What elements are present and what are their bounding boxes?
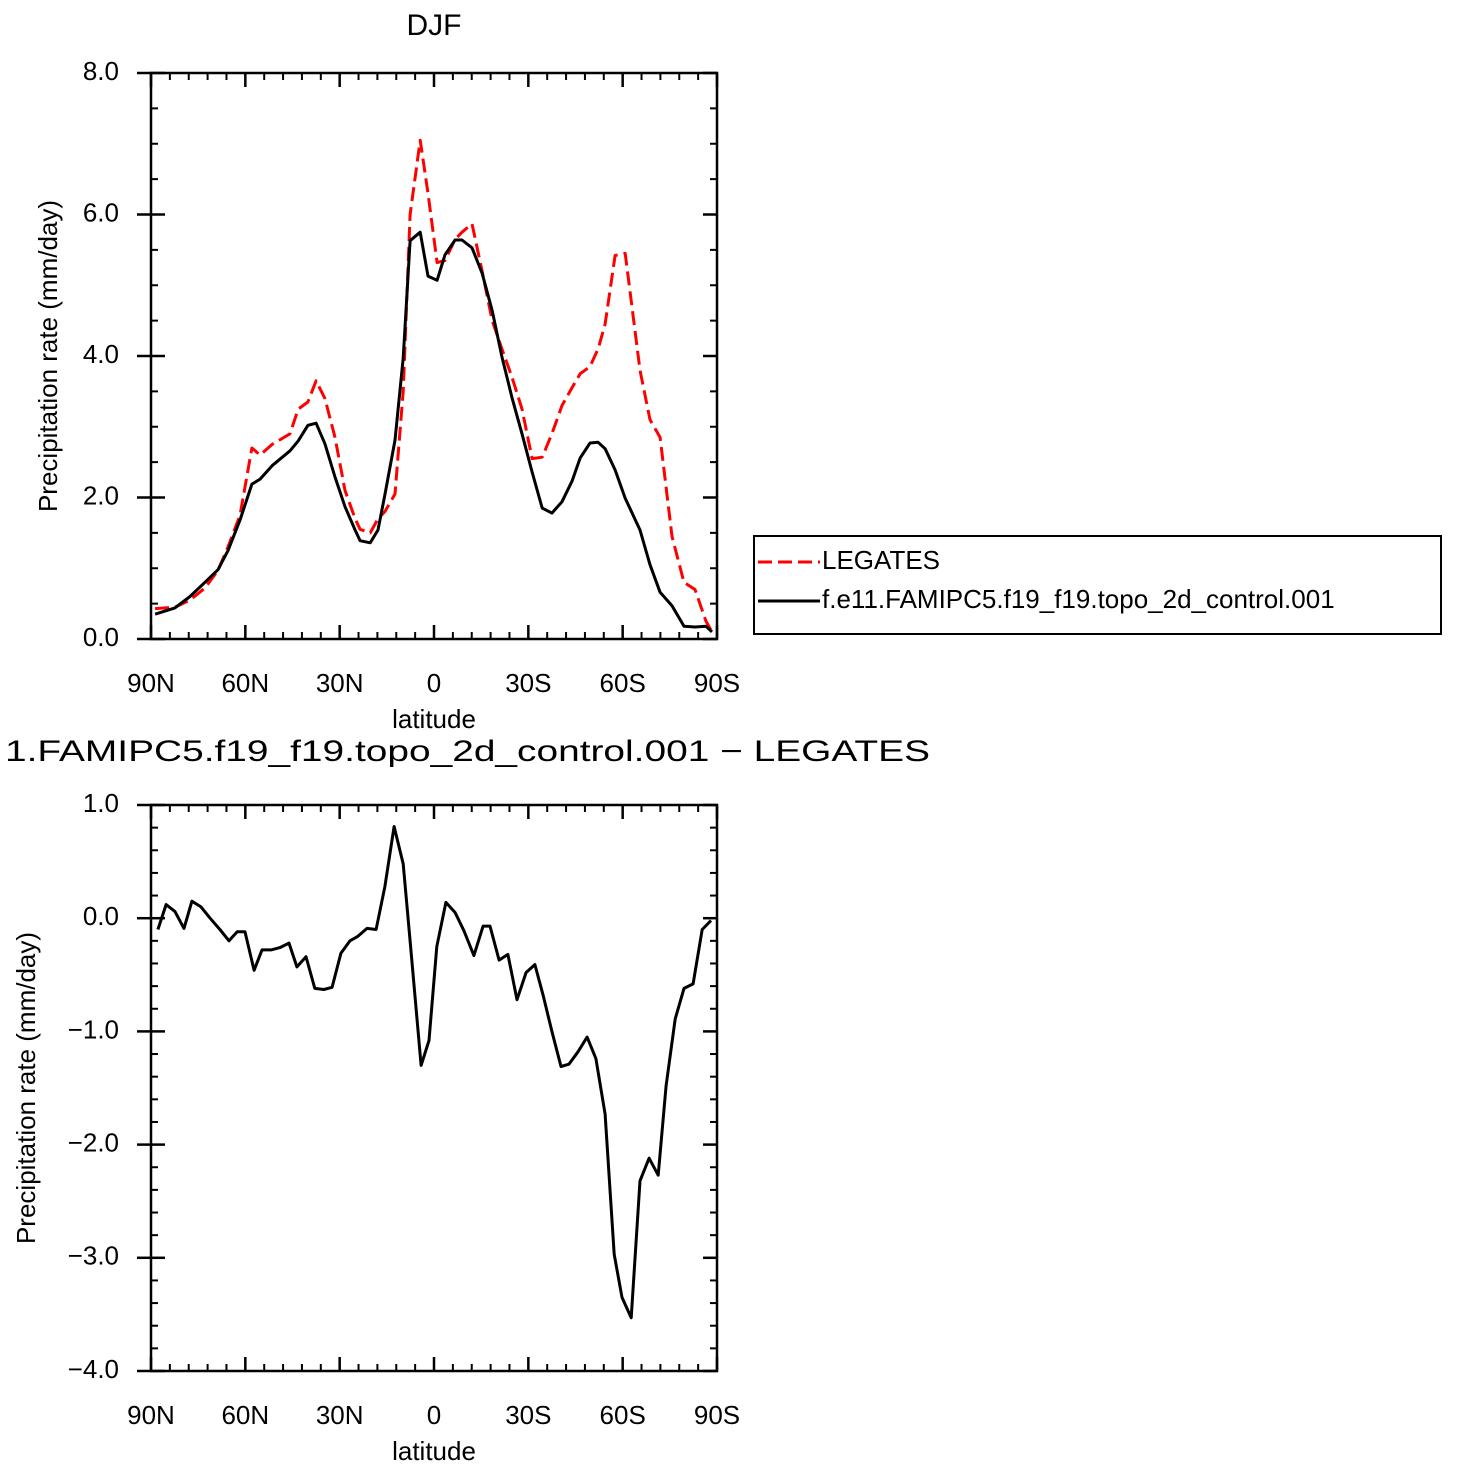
plot-frame [149, 71, 719, 641]
y-tick-label: 0.0 [83, 622, 119, 652]
x-tick-label: 90S [694, 1400, 740, 1430]
y-axis-label: Precipitation rate (mm/day) [11, 932, 41, 1244]
x-tick-label: 60N [221, 668, 269, 698]
y-tick-label: 8.0 [83, 56, 119, 86]
x-axis-label: latitude [392, 1436, 476, 1466]
x-axis-label: latitude [392, 704, 476, 734]
legend-label: f.e11.FAMIPC5.f19_f19.topo_2d_control.00… [822, 584, 1335, 614]
y-tick-label: 0.0 [83, 901, 119, 931]
y-tick-label: −3.0 [68, 1241, 119, 1271]
data-line [156, 825, 713, 1320]
chart-title: 1.FAMIPC5.f19_f19.topo_2d_control.001 − … [5, 735, 930, 768]
x-tick-label: 0 [427, 668, 441, 698]
x-tick-label: 60N [221, 1400, 269, 1430]
legend-label: LEGATES [822, 545, 940, 575]
legend-box [753, 535, 1442, 635]
x-tick-label: 90N [127, 1400, 175, 1430]
y-tick-label: 6.0 [83, 197, 119, 227]
y-tick-label: 1.0 [83, 788, 119, 818]
x-tick-label: 60S [600, 668, 646, 698]
x-tick-label: 30N [316, 668, 364, 698]
y-axis-label: Precipitation rate (mm/day) [33, 200, 63, 512]
x-tick-label: 30N [316, 1400, 364, 1430]
x-tick-label: 30S [505, 1400, 551, 1430]
x-tick-label: 90N [127, 668, 175, 698]
data-line [154, 138, 714, 633]
x-tick-label: 30S [505, 668, 551, 698]
x-tick-label: 60S [600, 1400, 646, 1430]
y-tick-label: −1.0 [68, 1014, 119, 1044]
y-tick-label: 2.0 [83, 480, 119, 510]
data-line [154, 230, 714, 633]
y-tick-label: −4.0 [68, 1354, 119, 1384]
x-tick-label: 0 [427, 1400, 441, 1430]
y-tick-label: 4.0 [83, 339, 119, 369]
chart-title: DJF [407, 9, 462, 42]
x-tick-label: 90S [694, 668, 740, 698]
y-tick-label: −2.0 [68, 1127, 119, 1157]
